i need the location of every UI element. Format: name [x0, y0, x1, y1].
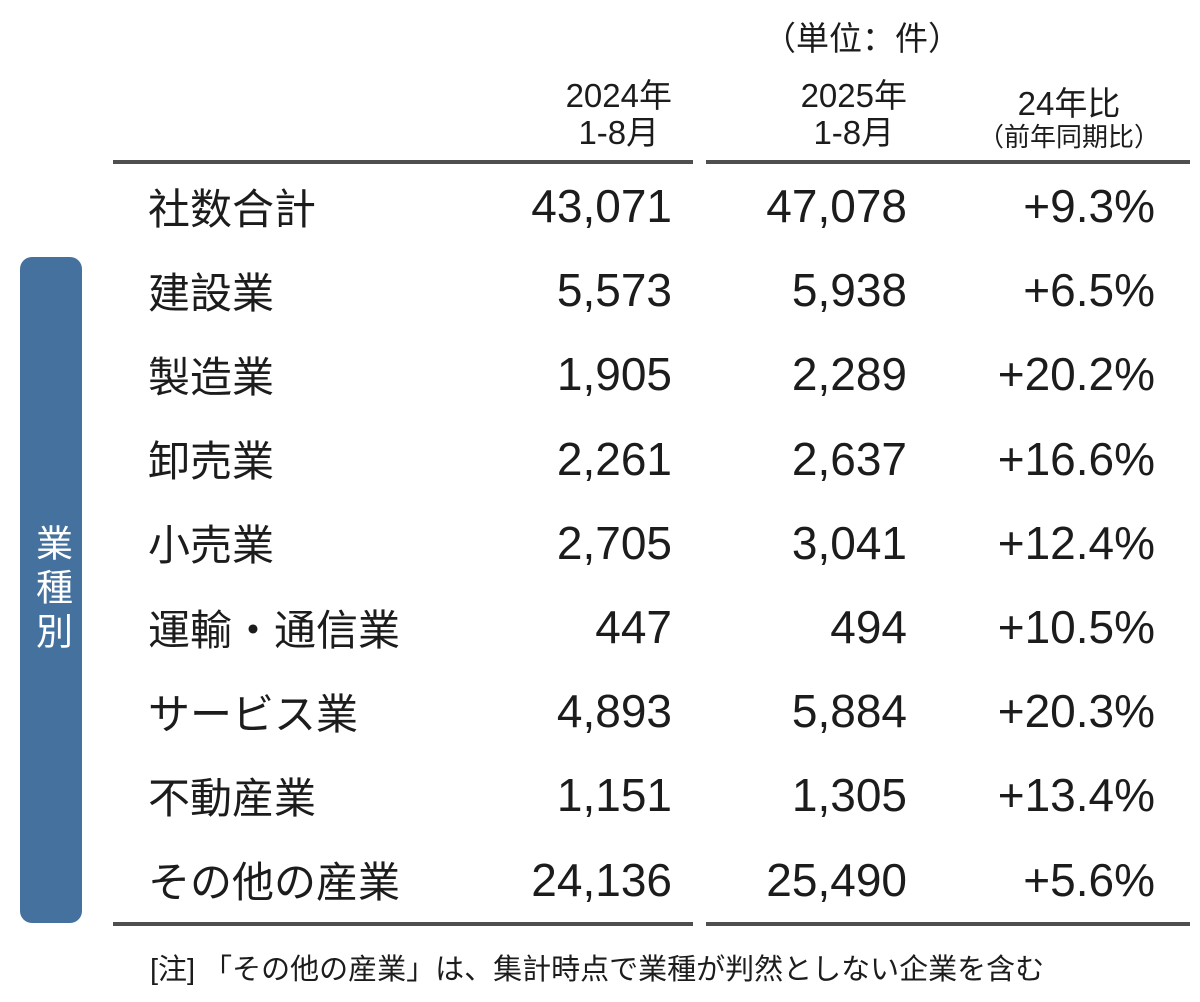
cell-2024: 43,071 — [531, 180, 672, 233]
table-row: サービス業 4,893 5,884 +20.3% — [113, 669, 1190, 753]
cell-yoy: +12.4% — [997, 516, 1155, 569]
table-header-row: 2024年 1-8月 2025年 1-8月 24年比 （前年同期比） — [113, 77, 1190, 152]
category-sidebar-label: 業種別 — [30, 524, 72, 656]
cell-yoy: +5.6% — [1023, 853, 1155, 906]
column-header-2025-year: 2025年 — [800, 77, 907, 115]
rule-segment-right — [706, 160, 1190, 164]
row-label: 卸売業 — [148, 438, 275, 486]
cell-yoy: +16.6% — [997, 432, 1155, 485]
cell-2024: 2,705 — [556, 516, 672, 569]
cell-yoy: +20.3% — [997, 685, 1155, 738]
column-header-2024-year: 2024年 — [565, 77, 672, 115]
column-header-yoy-title: 24年比 — [1017, 84, 1121, 122]
cell-2024: 24,136 — [531, 853, 672, 906]
table-row: 製造業 1,905 2,289 +20.2% — [113, 332, 1190, 416]
cell-2025: 5,884 — [791, 685, 907, 738]
cell-yoy: +6.5% — [1023, 264, 1155, 317]
cell-2025: 2,289 — [791, 348, 907, 401]
cell-yoy: +9.3% — [1023, 180, 1155, 233]
rule-segment-left — [113, 160, 693, 164]
cell-2025: 3,041 — [791, 516, 907, 569]
column-header-2024: 2024年 1-8月 — [420, 77, 672, 152]
cell-2025: 47,078 — [766, 180, 907, 233]
table-row: 卸売業 2,261 2,637 +16.6% — [113, 417, 1190, 501]
row-label: 建設業 — [148, 269, 275, 317]
row-label: 不動産業 — [148, 774, 317, 822]
cell-2024: 1,151 — [556, 769, 672, 822]
footnote: [注] 「その他の産業」は、集計時点で業種が判然としない企業を含む — [150, 954, 1045, 986]
cell-2024: 4,893 — [556, 685, 672, 738]
cell-2024: 5,573 — [556, 264, 672, 317]
category-sidebar: 業種別 — [20, 257, 82, 923]
row-label: 小売業 — [148, 522, 275, 570]
rule-segment-right — [706, 921, 1190, 926]
table-row: その他の産業 24,136 25,490 +5.6% — [113, 838, 1190, 922]
unit-label: （単位：件） — [763, 20, 961, 57]
table-row: 社数合計 43,071 47,078 +9.3% — [113, 164, 1190, 248]
row-label: 社数合計 — [148, 185, 317, 233]
cell-yoy: +13.4% — [997, 769, 1155, 822]
row-label: 製造業 — [148, 353, 275, 401]
column-header-yoy-subtitle: （前年同期比） — [977, 121, 1160, 152]
row-label: サービス業 — [148, 690, 359, 738]
cell-2024: 1,905 — [556, 348, 672, 401]
table-row: 小売業 2,705 3,041 +12.4% — [113, 501, 1190, 585]
rule-segment-left — [113, 921, 693, 926]
column-header-yoy: 24年比 （前年同期比） — [907, 84, 1190, 152]
table-row: 運輸・通信業 447 494 +10.5% — [113, 585, 1190, 669]
data-table: 2024年 1-8月 2025年 1-8月 24年比 （前年同期比） 社数合計 … — [113, 77, 1190, 926]
column-header-2025-months: 1-8月 — [813, 114, 895, 152]
cell-2024: 2,261 — [556, 432, 672, 485]
row-label: 運輸・通信業 — [148, 606, 401, 654]
cell-yoy: +20.2% — [997, 348, 1155, 401]
row-label: その他の産業 — [148, 859, 401, 907]
table-row: 不動産業 1,151 1,305 +13.4% — [113, 753, 1190, 837]
cell-2025: 494 — [830, 601, 907, 654]
cell-2025: 1,305 — [791, 769, 907, 822]
table-top-rule — [113, 160, 1190, 164]
table-bottom-rule — [113, 921, 1190, 926]
column-header-2025: 2025年 1-8月 — [672, 77, 907, 152]
cell-2025: 25,490 — [766, 853, 907, 906]
cell-yoy: +10.5% — [997, 601, 1155, 654]
cell-2024: 447 — [595, 601, 672, 654]
column-header-2024-months: 1-8月 — [578, 114, 660, 152]
table-row: 建設業 5,573 5,938 +6.5% — [113, 248, 1190, 332]
cell-2025: 2,637 — [791, 432, 907, 485]
cell-2025: 5,938 — [791, 264, 907, 317]
table-body: 社数合計 43,071 47,078 +9.3% 建設業 5,573 5,938… — [113, 164, 1190, 922]
